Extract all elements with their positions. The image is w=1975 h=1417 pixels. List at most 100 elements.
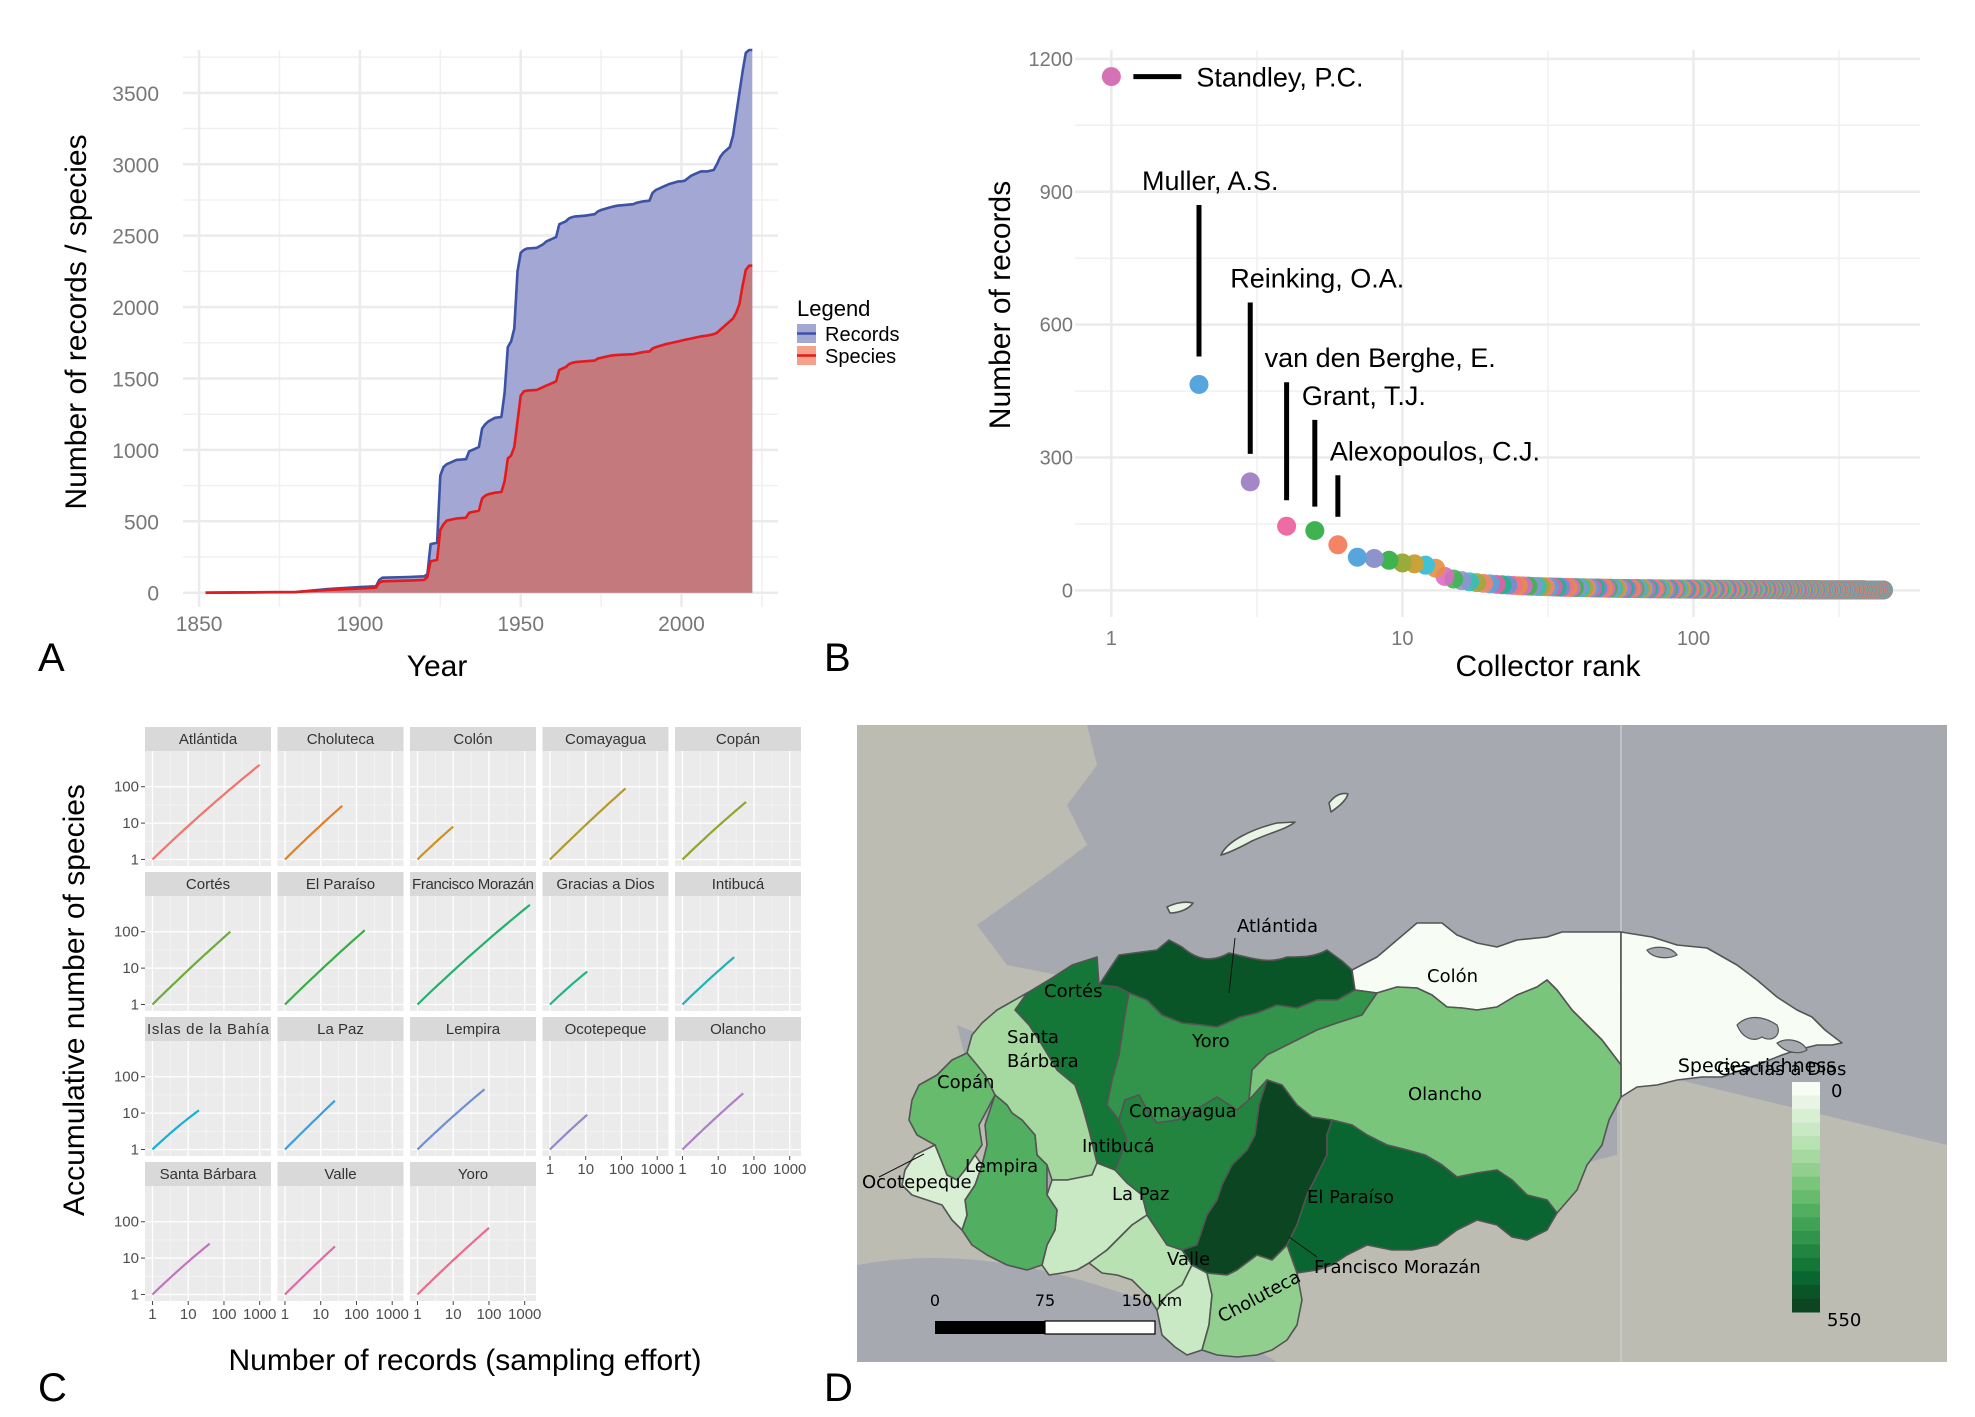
y-tick-label: 100 bbox=[114, 1069, 139, 1086]
annotation-label: Reinking, O.A. bbox=[1230, 263, 1404, 293]
panel-a-lines bbox=[205, 48, 753, 594]
panel-a-y-axis-title: Number of records / species bbox=[60, 134, 93, 509]
y-tick-label: 500 bbox=[124, 511, 159, 534]
facet-strip-label: Olancho bbox=[710, 1021, 766, 1038]
facet-strip-label: Islas de la Bahía bbox=[147, 1021, 270, 1038]
y-tick-label: 10 bbox=[122, 815, 139, 832]
facet-strip bbox=[542, 872, 669, 896]
department-label: Ocotepeque bbox=[862, 1172, 972, 1193]
facet-choluteca: Choluteca bbox=[277, 727, 404, 866]
legend-max-label: 550 bbox=[1827, 1310, 1861, 1331]
facet-strip bbox=[145, 727, 271, 751]
panel-b-x-ticks: 1 10 100 bbox=[1106, 628, 1710, 650]
x-tick-label: 1 bbox=[546, 1161, 554, 1178]
scatter-point-rank-4 bbox=[1277, 516, 1297, 536]
accumulation-curve bbox=[416, 1088, 486, 1151]
panel-a-areas bbox=[205, 50, 753, 593]
panel-c-y-axis-title: Accumulative number of species bbox=[58, 784, 91, 1216]
facet-strip-label: Francisco Morazán bbox=[412, 876, 534, 893]
department-label: Gracias a Dios bbox=[1717, 1059, 1846, 1080]
department-label: Bárbara bbox=[1007, 1051, 1079, 1072]
x-tick-label: 1000 bbox=[773, 1161, 806, 1178]
lagoon bbox=[1736, 1016, 1779, 1040]
department-label: Yoro bbox=[1191, 1031, 1230, 1052]
facet-strip bbox=[145, 1017, 271, 1041]
label-leader-line bbox=[1228, 937, 1236, 994]
panel-a-area-chart: 0 500 1000 1500 2000 2500 3000 3500 1850 1900 195… bbox=[60, 48, 899, 683]
department-label: El Paraíso bbox=[1307, 1187, 1394, 1208]
scatter-point-rank-6 bbox=[1328, 535, 1348, 555]
x-tick-label: 1000 bbox=[376, 1306, 409, 1323]
y-tick-label: 1 bbox=[131, 1286, 139, 1303]
department-label: Lempira bbox=[965, 1156, 1038, 1177]
facet-intibucá: Intibucá bbox=[675, 872, 801, 1011]
legend-color-step bbox=[1792, 1190, 1820, 1205]
scale-bar-label-0: 0 bbox=[930, 1291, 940, 1310]
y-tick-label: 300 bbox=[1040, 448, 1073, 470]
x-tick-label: 100 bbox=[741, 1161, 766, 1178]
legend-color-step bbox=[1792, 1122, 1820, 1137]
accumulation-curve bbox=[549, 970, 588, 1006]
facet-olancho: Olancho 1 10 100 1000 bbox=[675, 1017, 806, 1178]
legend-color-step bbox=[1792, 1230, 1820, 1245]
facet-strip-label: Intibucá bbox=[712, 876, 765, 893]
facet-strip-label: Gracias a Dios bbox=[556, 876, 654, 893]
annotation-label: Grant, T.J. bbox=[1302, 381, 1426, 411]
x-tick-label: 1900 bbox=[337, 613, 384, 636]
facet-strip bbox=[145, 1162, 271, 1186]
facet-el-paraíso: El Paraíso bbox=[277, 872, 404, 1011]
scale-bar: 0 75 150 km bbox=[930, 1291, 1182, 1335]
accumulation-curve bbox=[151, 1109, 200, 1151]
annotation-label: van den Berghe, E. bbox=[1265, 343, 1496, 373]
x-tick-label: 10 bbox=[710, 1161, 727, 1178]
scatter-point-rank-5 bbox=[1305, 521, 1325, 541]
legend-color-step bbox=[1792, 1298, 1820, 1313]
facet-strip-label: Cortés bbox=[186, 876, 230, 893]
legend-title: Legend bbox=[797, 296, 870, 321]
y-tick-label: 0 bbox=[1062, 580, 1073, 602]
panel-a-y-ticks: 0 500 1000 1500 2000 2500 3000 3500 bbox=[112, 83, 159, 606]
facet-la-paz: La Paz bbox=[277, 1017, 404, 1156]
x-tick-label: 100 bbox=[609, 1161, 634, 1178]
x-tick-label: 10 bbox=[445, 1306, 462, 1323]
legend-min-label: 0 bbox=[1831, 1081, 1842, 1102]
facet-strip bbox=[675, 1017, 801, 1041]
legend-color-step bbox=[1792, 1203, 1820, 1218]
legend-label-species: Species bbox=[825, 346, 896, 368]
facet-strip-label: Atlántida bbox=[179, 731, 238, 748]
facet-strip bbox=[145, 872, 271, 896]
accumulation-curve bbox=[681, 801, 747, 861]
facet-strip bbox=[410, 1162, 536, 1186]
department-label: Olancho bbox=[1408, 1084, 1482, 1105]
accumulation-curve bbox=[151, 930, 232, 1006]
facet-santa-bárbara: Santa Bárbara 1 10 100 1 10 100 1000 bbox=[114, 1162, 276, 1323]
x-tick-label: 2000 bbox=[658, 613, 705, 636]
x-tick-label: 1000 bbox=[243, 1306, 276, 1323]
y-tick-label: 3500 bbox=[112, 83, 159, 106]
scale-bar-black-segment bbox=[935, 1321, 1045, 1334]
facet-atlántida: Atlántida 1 10 100 bbox=[114, 727, 271, 868]
legend-color-step bbox=[1792, 1095, 1820, 1110]
department-gracias-a-dios bbox=[1620, 931, 1843, 1098]
scale-bar-label-150: 150 km bbox=[1122, 1291, 1182, 1310]
y-tick-label: 1 bbox=[131, 851, 139, 868]
facet-strip-label: Copán bbox=[716, 731, 760, 748]
x-tick-label: 1950 bbox=[497, 613, 544, 636]
department-islas-de-la-bahía-2 bbox=[1166, 901, 1194, 914]
facet-comayagua: Comayagua bbox=[542, 727, 669, 866]
area-species bbox=[205, 265, 753, 593]
legend-color-step bbox=[1792, 1176, 1820, 1191]
facet-copán: Copán bbox=[675, 727, 801, 866]
x-tick-label: 100 bbox=[344, 1306, 369, 1323]
scatter-point-rank-7 bbox=[1347, 547, 1367, 567]
panel-letter-c: C bbox=[38, 1366, 67, 1410]
facet-strip-label: Lempira bbox=[446, 1021, 501, 1038]
facet-strip-label: El Paraíso bbox=[306, 876, 375, 893]
panel-a-x-ticks: 1850 1900 1950 2000 bbox=[176, 613, 705, 636]
scatter-point-rank-8 bbox=[1364, 549, 1384, 569]
panel-letter-a: A bbox=[38, 636, 65, 680]
facet-strip-label: La Paz bbox=[317, 1021, 364, 1038]
legend-color-step bbox=[1792, 1149, 1820, 1164]
x-tick-label: 1 bbox=[678, 1161, 686, 1178]
accumulation-curve bbox=[681, 1092, 744, 1151]
